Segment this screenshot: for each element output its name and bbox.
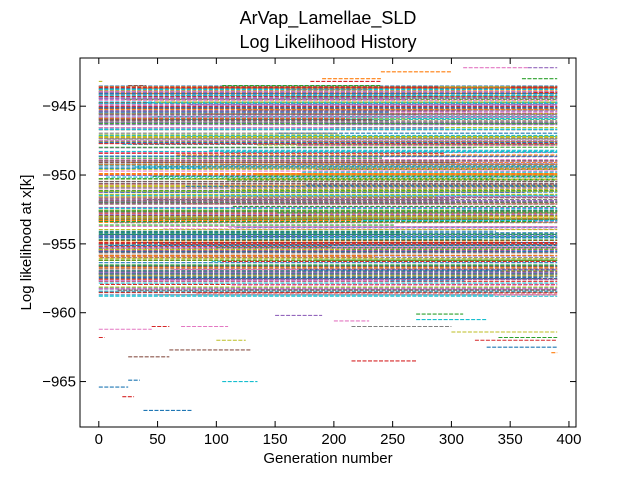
- y-tick-label: −955: [42, 236, 76, 253]
- plot-frame: [79, 57, 577, 428]
- x-tick-label: 350: [498, 431, 523, 448]
- x-axis-label: Generation number: [263, 450, 392, 467]
- y-tick-label: −950: [42, 167, 76, 184]
- y-tick-label: −965: [42, 374, 76, 391]
- chart-title: ArVap_Lamellae_SLD: [239, 8, 417, 28]
- x-tick-label: 200: [321, 431, 346, 448]
- y-tick-label: −960: [42, 305, 76, 322]
- x-tick-label: 300: [439, 431, 464, 448]
- x-tick-label: 150: [263, 431, 288, 448]
- x-tick-label: 0: [95, 431, 103, 448]
- x-tick-label: 250: [380, 431, 405, 448]
- axis-ticks-group: 0 50 100 150 200 250 300 350 400 −945 −950 −955 −960…: [42, 58, 581, 448]
- x-tick-label: 400: [556, 431, 581, 448]
- series-lines-group: [98, 67, 558, 412]
- chart-subtitle: Log Likelihood History: [239, 32, 417, 52]
- x-tick-label: 50: [149, 431, 166, 448]
- x-tick-label: 100: [204, 431, 229, 448]
- y-axis-label: Log likelihood at x[k]: [18, 175, 35, 311]
- y-tick-label: −945: [42, 98, 76, 115]
